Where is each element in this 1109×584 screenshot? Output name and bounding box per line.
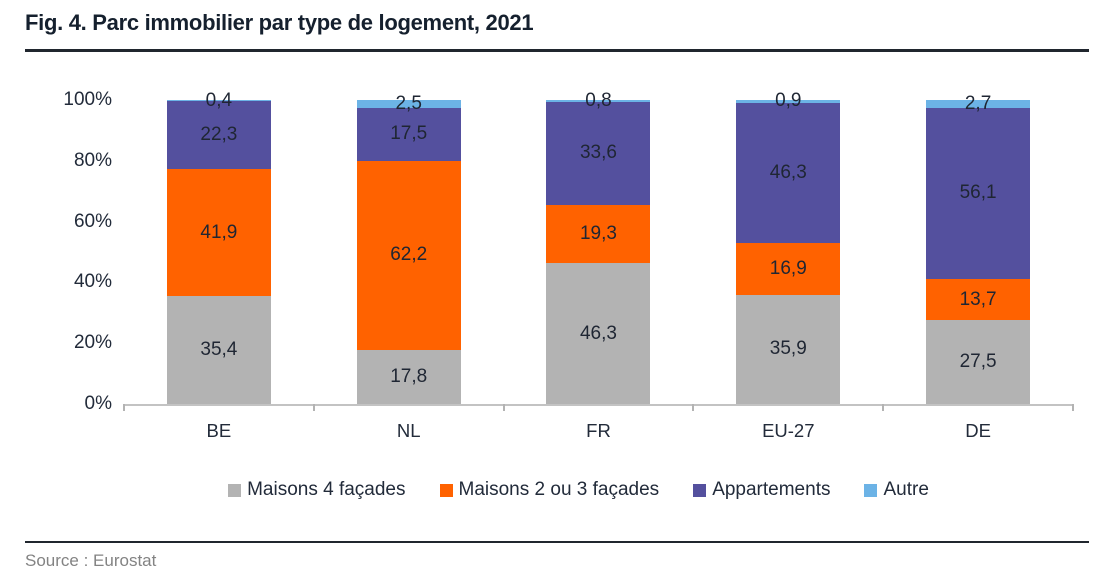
segment-NL-0: 17,8 — [356, 349, 461, 404]
x-axis-label-FR: FR — [586, 420, 611, 441]
segment-FR-1: 19,3 — [546, 204, 651, 264]
legend-swatch-icon — [228, 483, 242, 497]
x-axis-label-NL: NL — [396, 420, 421, 441]
segment-value-label: 27,5 — [959, 351, 997, 373]
segment-value-label: 62,2 — [390, 244, 428, 266]
x-axis-tick — [882, 404, 885, 411]
segment-DE-2: 56,1 — [926, 108, 1031, 279]
y-axis-tick-label: 0% — [84, 393, 112, 414]
segment-value-label: 33,6 — [579, 142, 617, 164]
x-axis-label-EU-27: EU-27 — [762, 420, 815, 441]
segment-BE-2: 22,3 — [166, 101, 271, 169]
legend-item: Appartements — [693, 479, 830, 501]
y-axis-tick-label: 20% — [73, 332, 112, 354]
legend-swatch-icon — [864, 483, 878, 497]
y-axis-tick-label: 40% — [73, 271, 112, 293]
segment-value-label: 35,4 — [200, 339, 238, 361]
segment-DE-1: 13,7 — [926, 278, 1031, 321]
segment-value-label: 13,7 — [959, 288, 997, 310]
segment-BE-0: 35,4 — [166, 296, 271, 404]
legend-label: Autre — [883, 479, 929, 500]
x-axis-tick — [1072, 404, 1074, 411]
legend-label: Appartements — [712, 479, 831, 500]
bar-stack: 0,4 22,3 41,9 35,4 — [166, 90, 271, 404]
segment-DE-0: 27,5 — [926, 320, 1031, 404]
bar-BE: 0,4 22,3 41,9 35,4 — [124, 90, 314, 404]
chart-legend: Maisons 4 façades Maisons 2 ou 3 façades A… — [104, 479, 1053, 501]
segment-NL-2: 17,5 — [356, 107, 461, 161]
bar-stack: 0,8 33,6 19,3 46,3 — [546, 91, 651, 404]
x-axis-label-BE: BE — [206, 420, 232, 441]
x-axis-tick — [692, 404, 695, 411]
x-axis-label-DE: DE — [965, 420, 991, 441]
segment-BE-1: 41,9 — [166, 168, 271, 297]
figure-title: Fig. 4. Parc immobilier par type de loge… — [25, 10, 534, 35]
segment-EU-27-2: 46,3 — [736, 102, 841, 244]
bar-EU-27: 0,9 46,3 16,9 35,9 — [693, 91, 883, 404]
legend-item: Maisons 2 ou 3 façades — [439, 479, 660, 501]
x-axis-tick — [502, 404, 505, 411]
legend-label: Maisons 4 façades — [247, 479, 406, 500]
segment-value-label: 56,1 — [959, 182, 997, 204]
segment-NL-1: 62,2 — [356, 160, 461, 350]
segment-EU-27-1: 16,9 — [736, 243, 841, 295]
x-axis-line — [124, 404, 1073, 406]
x-axis-tick — [312, 404, 315, 411]
bar-stack: 2,5 17,5 62,2 17,8 — [356, 93, 461, 404]
bar-FR: 0,8 33,6 19,3 46,3 — [504, 91, 694, 404]
segment-FR-2: 33,6 — [546, 102, 651, 205]
segment-FR-0: 46,3 — [546, 263, 651, 404]
source-note: Source : Eurostat — [25, 551, 157, 570]
y-axis-tick-label: 80% — [73, 149, 112, 171]
legend-swatch-icon — [439, 483, 453, 497]
x-axis-tick — [123, 404, 125, 411]
bar-stack: 0,9 46,3 16,9 35,9 — [736, 91, 841, 404]
segment-EU-27-0: 35,9 — [736, 294, 841, 404]
segment-value-label: 46,3 — [579, 322, 617, 344]
segment-value-label: 17,8 — [390, 365, 428, 387]
legend-swatch-icon — [693, 483, 707, 497]
legend-item: Maisons 4 façades — [228, 479, 406, 501]
segment-value-label: 17,5 — [390, 123, 428, 145]
bar-NL: 2,5 17,5 62,2 17,8 — [314, 93, 504, 404]
y-axis-tick-label: 100% — [63, 89, 112, 110]
segment-DE-3: 2,7 — [926, 94, 1031, 114]
segment-value-label: 22,3 — [200, 124, 238, 146]
bar-stack: 2,7 56,1 13,7 27,5 — [926, 94, 1031, 404]
segment-NL-3: 2,5 — [356, 93, 461, 113]
stacked-bar-chart: 100% 80% 60% 40% 20% 0% 0,4 22,3 41,9 35,4 BE 2,5 17… — [63, 89, 1074, 441]
bottom-divider — [25, 541, 1089, 543]
segment-value-label: 41,9 — [200, 221, 238, 243]
bar-DE: 2,7 56,1 13,7 27,5 — [883, 94, 1073, 404]
segment-value-label: 19,3 — [579, 222, 617, 244]
legend-label: Maisons 2 ou 3 façades — [458, 479, 660, 500]
y-axis-tick-label: 60% — [73, 210, 112, 232]
segment-value-label: 16,9 — [769, 258, 807, 280]
segment-value-label: 46,3 — [769, 162, 807, 184]
segment-value-label: 35,9 — [769, 338, 807, 360]
title-divider — [25, 49, 1089, 52]
legend-item: Autre — [864, 479, 929, 501]
